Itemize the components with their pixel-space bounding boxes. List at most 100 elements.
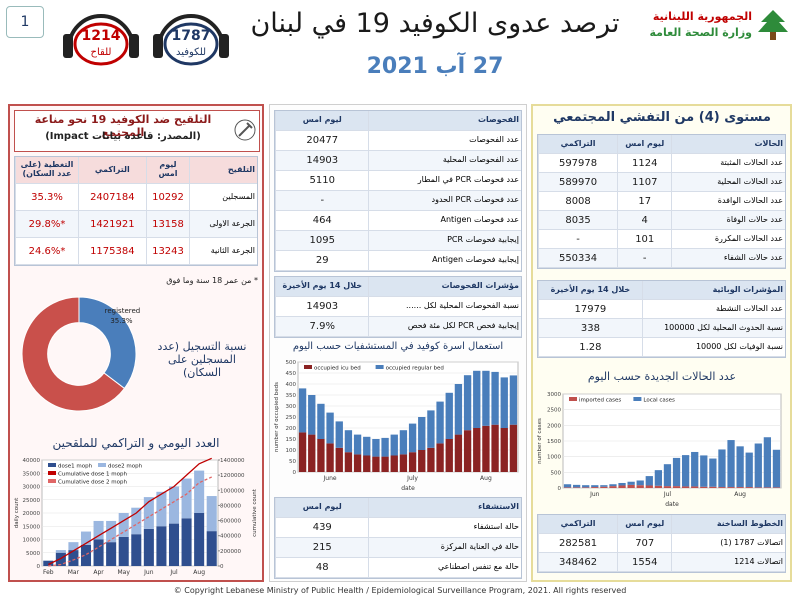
bar (399, 430, 408, 455)
hotline-label: للقاح (91, 47, 112, 58)
bar (399, 454, 408, 472)
bar (754, 443, 762, 488)
bar (563, 487, 572, 488)
slice-label: registered (105, 307, 141, 315)
table-row: حالة استشفاء 439 (275, 518, 521, 538)
bar (317, 439, 325, 472)
y2-tick-label: 1400000 (220, 458, 245, 464)
syringe-icon (234, 119, 256, 141)
table-cell: 1095 (275, 231, 368, 250)
line (48, 476, 212, 567)
bar (609, 486, 617, 488)
y-tick-label: 1500 (547, 439, 561, 445)
table-cell: حالة استشفاء (368, 518, 521, 537)
hotline-number: 1787 (172, 28, 211, 44)
bar (143, 497, 154, 529)
x-tick-label: Jun (589, 491, 600, 498)
bar (93, 539, 104, 566)
line (48, 457, 212, 566)
table-row: عدد حالات الشفاء -550334 (538, 249, 785, 268)
table-cell: 17 (617, 192, 671, 210)
bar (298, 432, 307, 472)
bar (335, 447, 343, 472)
bar (390, 434, 398, 456)
legend-swatch (98, 463, 106, 467)
donut-remainder (21, 296, 126, 412)
table-cell: - (275, 191, 368, 210)
headset-covid (153, 14, 229, 66)
y-tick-label: 300 (286, 404, 297, 410)
table-cell: اتصالات 1214 (671, 553, 785, 571)
legend-swatch (48, 463, 56, 467)
bar (308, 395, 316, 435)
table-row: عدد حالات الوفاة 4 8035 (538, 211, 785, 230)
bar (636, 480, 644, 486)
bar (43, 560, 54, 566)
legend-label: dose1 moph (58, 464, 93, 470)
bar (194, 513, 205, 566)
bar (636, 485, 644, 488)
bar (206, 531, 217, 566)
y-tick-label: 20000 (23, 511, 41, 517)
table-cell: نسبة الوفيات لكل 10000 (641, 338, 785, 356)
legend-label: dose2 moph (108, 464, 143, 470)
bar (408, 423, 417, 453)
bar (363, 455, 371, 472)
bar (509, 424, 518, 472)
vaccination-source: (المصدر: قاعدة بيانات Impact) (45, 131, 201, 142)
y-tick-label: 500 (286, 360, 297, 366)
bar (353, 434, 362, 455)
bar (80, 544, 92, 566)
y-tick-label: 150 (286, 437, 297, 443)
x-tick-label: Apr (93, 569, 104, 576)
bar (618, 482, 626, 486)
bar (55, 552, 66, 566)
y-tick-label: 2000 (547, 423, 561, 429)
header-cell: الاستشفاء (368, 498, 521, 517)
bar (473, 370, 481, 428)
legend-label: Local cases (643, 398, 675, 404)
bar (390, 455, 398, 472)
table-cell: 5110 (275, 171, 368, 190)
bar (335, 421, 343, 448)
bar (118, 513, 129, 537)
table-cell: 35.3% (15, 184, 78, 210)
legend-label: occupied regular bed (386, 366, 444, 372)
bar (672, 486, 681, 488)
table-cell: 10292 (145, 184, 190, 210)
bar (80, 531, 92, 545)
bar (436, 443, 444, 472)
table-row: عدد فحوصات Antigen 464 (275, 211, 521, 231)
bar (463, 375, 472, 431)
legend-swatch (633, 397, 642, 401)
bar (681, 455, 690, 487)
bar (491, 371, 499, 425)
bar (68, 550, 79, 566)
y2-tick-label: 800000 (220, 503, 241, 509)
header-cell: خلال 14 يوم الأخيرة (538, 281, 642, 299)
bar (131, 507, 142, 535)
table-cell: 589970 (538, 173, 617, 191)
table-row: عدد فحوصات PCR في المطار 5110 (275, 171, 521, 191)
bar (772, 487, 781, 488)
legend-label: imported cases (579, 398, 621, 404)
table-row: عدد الحالات النشطة 17979 (538, 300, 785, 319)
bar (709, 458, 717, 487)
y2-tick-label: 400000 (220, 534, 241, 540)
table-header-row: الخطوط الساخنة ليوم امس التراكمي (538, 515, 785, 534)
bar (317, 403, 325, 439)
table-cell: 597978 (538, 154, 617, 172)
header-cell: التراكمي (538, 135, 617, 153)
bar (445, 439, 453, 472)
y-axis-label: number of cases (537, 418, 543, 464)
data-table: الخطوط الساخنة ليوم امس التراكمي اتصالات 17… (537, 514, 786, 573)
table-row: اتصالات 1214 1554 348462 (538, 553, 785, 572)
y-tick-label: 100 (286, 448, 297, 454)
bar (353, 454, 362, 472)
x-tick-label: Aug (734, 491, 746, 498)
bar (727, 440, 735, 488)
donut-caption: نسبة التسجيل (عدد المسجلين على السكان) (157, 340, 247, 379)
bar (194, 470, 205, 513)
bar (645, 476, 653, 486)
table-cell: عدد الفحوصات المحلية (368, 151, 521, 170)
